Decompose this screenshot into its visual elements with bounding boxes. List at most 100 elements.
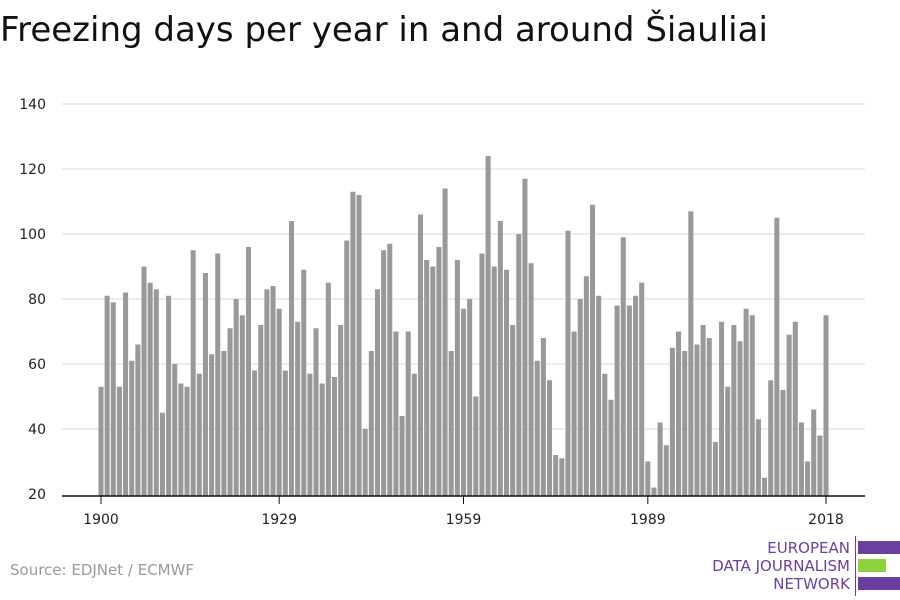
bar [497, 221, 503, 496]
bar [209, 354, 215, 496]
bar [805, 461, 811, 496]
bar [473, 396, 479, 496]
bar [448, 351, 454, 496]
bar [135, 344, 141, 496]
x-tick-label: 2018 [808, 512, 844, 528]
bar [676, 331, 682, 496]
logo-bar-purple-bottom [858, 577, 900, 590]
bar [141, 266, 147, 496]
bar [620, 237, 626, 496]
bar [559, 458, 565, 496]
bar [252, 370, 258, 496]
bar [356, 195, 362, 496]
bar [258, 325, 264, 496]
bar [602, 373, 608, 496]
bar [159, 412, 165, 496]
bar [755, 419, 761, 496]
bar [442, 188, 448, 496]
bar [245, 247, 251, 496]
bar [694, 344, 700, 496]
bar [325, 282, 331, 496]
bar [123, 292, 129, 496]
bar [719, 321, 725, 496]
bar [651, 487, 657, 496]
bar [405, 331, 411, 496]
logo-bar-green [858, 559, 886, 572]
bar [762, 477, 768, 496]
bar [362, 429, 368, 496]
bar [227, 328, 233, 496]
x-axis [62, 495, 865, 504]
logo-text-data-journalism: DATA JOURNALISM [712, 557, 850, 575]
bar [516, 234, 522, 496]
bar [202, 273, 208, 496]
bar [510, 325, 516, 496]
y-tick-label: 40 [28, 422, 46, 438]
bar [590, 204, 596, 496]
bar [522, 178, 528, 496]
bar [307, 373, 313, 496]
bar [792, 321, 798, 496]
bar [725, 386, 731, 496]
bar [639, 282, 645, 496]
bar [374, 289, 380, 496]
bar [768, 380, 774, 496]
x-tick-label: 1989 [630, 512, 666, 528]
bar [460, 308, 467, 496]
bar [411, 373, 417, 496]
bar [344, 240, 350, 496]
bar [811, 409, 817, 496]
bar [645, 461, 651, 496]
bar [479, 253, 485, 496]
bar [110, 302, 116, 496]
bar [104, 295, 110, 496]
bar [116, 386, 122, 496]
bar [239, 315, 245, 496]
bar [528, 263, 534, 496]
bar [737, 341, 743, 496]
bar [706, 338, 712, 496]
bar [774, 217, 780, 496]
bar [387, 243, 393, 496]
bar [571, 331, 577, 496]
logo-text-european: EUROPEAN [767, 539, 850, 557]
bar [215, 253, 221, 496]
bar [731, 325, 737, 496]
edjnet-logo: EUROPEAN DATA JOURNALISM NETWORK [700, 536, 900, 596]
bar [264, 289, 270, 496]
bar [454, 260, 460, 496]
bar [399, 416, 405, 496]
y-tick-label: 20 [28, 487, 46, 503]
bar [282, 370, 288, 496]
bar [565, 230, 571, 496]
bar [184, 386, 190, 496]
bar [196, 373, 202, 496]
bar [276, 308, 282, 496]
source-note: Source: EDJNet / ECMWF [10, 561, 195, 579]
bar [663, 445, 669, 496]
y-tick-label: 120 [19, 162, 46, 178]
x-tick-label: 1959 [446, 512, 482, 528]
bar [417, 214, 424, 496]
bar [166, 295, 172, 496]
y-tick-label: 140 [19, 97, 46, 113]
bar [172, 364, 178, 496]
bar [786, 334, 792, 496]
bar [424, 260, 430, 496]
bar [430, 266, 436, 496]
bars [98, 156, 829, 496]
bar [547, 380, 553, 496]
x-tick-label: 1929 [261, 512, 297, 528]
bar [319, 383, 325, 496]
bar [98, 386, 104, 496]
bar [178, 383, 184, 496]
bar [688, 211, 694, 496]
bar [626, 305, 632, 496]
bar [798, 422, 804, 496]
bar [823, 315, 829, 496]
bar [534, 360, 540, 496]
bar [485, 156, 491, 496]
bar [491, 266, 497, 496]
logo-bar-purple-top [858, 541, 900, 554]
